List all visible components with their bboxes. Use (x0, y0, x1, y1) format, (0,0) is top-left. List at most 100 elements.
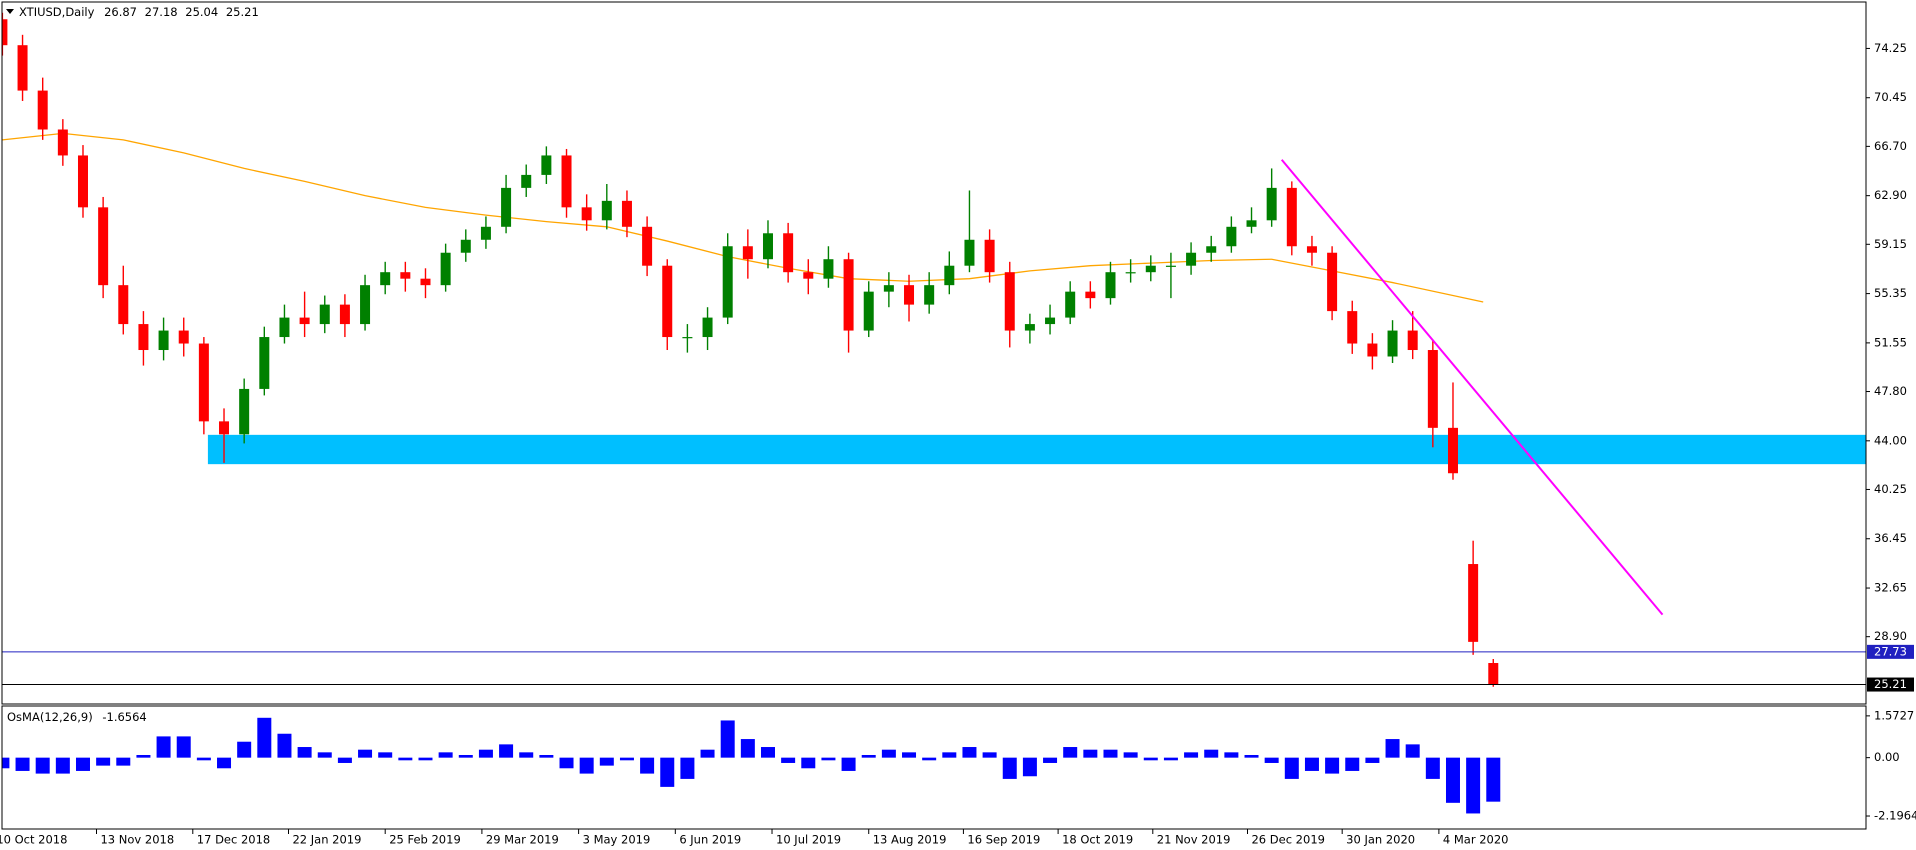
x-tick-label: 10 Jul 2019 (776, 833, 841, 847)
candle-body (762, 233, 773, 260)
histogram-bar (358, 749, 373, 758)
y-tick-label: -2.1964 (1874, 809, 1916, 823)
candle-body (783, 233, 794, 273)
oscillator-name: OsMA(12,26,9) (7, 710, 93, 724)
candle-body (742, 246, 753, 260)
candle-body (883, 285, 894, 292)
y-tick-label: 55.35 (1874, 286, 1907, 300)
histogram-bar (378, 752, 393, 758)
histogram-bar (982, 752, 997, 758)
candle-body (138, 324, 149, 351)
histogram-bar (821, 757, 836, 761)
histogram-bar (640, 757, 655, 774)
histogram-bar (1325, 757, 1340, 774)
candle-body (480, 226, 491, 240)
candle-body (1105, 272, 1116, 299)
histogram-bar (861, 754, 876, 758)
y-tick-label: 40.25 (1874, 482, 1907, 496)
histogram-bar (75, 757, 90, 771)
histogram-bar (317, 752, 332, 758)
candle-body (682, 337, 693, 339)
candle-body (1186, 252, 1197, 266)
histogram-bar (1486, 757, 1501, 802)
candle-body (1306, 246, 1317, 253)
candle-body (944, 265, 955, 286)
histogram-bar (902, 752, 917, 758)
histogram-bar (700, 749, 715, 758)
oscillator-frame (1, 705, 1867, 830)
histogram-bar (781, 757, 796, 763)
candle-body (501, 187, 512, 227)
candle-body (37, 90, 48, 130)
candle-body (1024, 324, 1035, 331)
candle-body (702, 317, 713, 338)
candle-body (904, 285, 915, 305)
ask-label-box (1867, 644, 1914, 659)
x-tick-label: 10 Oct 2018 (0, 833, 67, 847)
histogram-bar (680, 757, 695, 779)
x-tick-label: 16 Sep 2019 (967, 833, 1040, 847)
candle-body (158, 330, 169, 351)
candle-body (1226, 226, 1237, 247)
histogram-bar (257, 717, 272, 758)
histogram-bar (237, 741, 252, 758)
histogram-bar (619, 757, 634, 761)
histogram-bar (438, 752, 453, 758)
support-zone (207, 434, 1866, 465)
candle-body (259, 337, 270, 389)
y-tick-label: 70.45 (1874, 90, 1907, 104)
histogram-bar (1204, 749, 1219, 758)
candle-body (541, 155, 552, 175)
y-tick-label: 1.5727 (1874, 708, 1914, 722)
candle-body (299, 317, 310, 325)
candle-body (1145, 265, 1156, 273)
histogram-bar (740, 739, 755, 758)
histogram-bar (1244, 754, 1259, 758)
histogram-bar (217, 757, 232, 769)
candle-body (581, 207, 592, 221)
candle-body (1045, 317, 1056, 325)
x-tick-label: 17 Dec 2018 (197, 833, 270, 847)
histogram-bar (277, 733, 292, 758)
candle-body (440, 252, 451, 286)
histogram-bar (801, 757, 816, 769)
histogram-bar (1445, 757, 1460, 803)
candle-body (621, 200, 632, 227)
menu-arrow[interactable] (6, 9, 14, 14)
histogram-bar (1083, 749, 1098, 758)
candle-body (863, 291, 874, 331)
candle-body (843, 259, 854, 331)
candle-body (178, 330, 189, 344)
y-tick-label: 32.65 (1874, 581, 1907, 595)
histogram-bar (1123, 752, 1138, 758)
histogram-bar (579, 757, 594, 774)
trendline (1280, 159, 1664, 616)
candle-body (1286, 187, 1297, 247)
oscillator-panel (2, 717, 1501, 814)
histogram-bar (720, 720, 735, 758)
histogram-bar (116, 757, 131, 766)
candle-body (1367, 343, 1378, 357)
histogram-bar (1405, 744, 1420, 758)
histogram-bar (1002, 757, 1017, 779)
histogram-bar (196, 757, 211, 761)
x-tick-label: 21 Nov 2019 (1157, 833, 1231, 847)
histogram-bar (539, 754, 554, 758)
candle-body (1347, 311, 1358, 344)
x-tick-label: 13 Aug 2019 (873, 833, 947, 847)
candle-body (198, 343, 209, 422)
histogram-bar (922, 757, 937, 761)
candle-body (964, 239, 975, 266)
candle-body (1004, 272, 1015, 331)
candle-body (1387, 330, 1398, 357)
x-tick-label: 22 Jan 2019 (292, 833, 361, 847)
histogram-bar (1043, 757, 1058, 763)
candle-body (1206, 246, 1217, 253)
candle-body (984, 239, 995, 273)
x-tick-label: 4 Mar 2020 (1443, 833, 1509, 847)
price-panel (2, 12, 1866, 687)
candle-body (360, 285, 371, 325)
histogram-bar (760, 747, 775, 758)
histogram-bar (1184, 752, 1199, 758)
y-tick-label: 44.00 (1874, 433, 1907, 447)
